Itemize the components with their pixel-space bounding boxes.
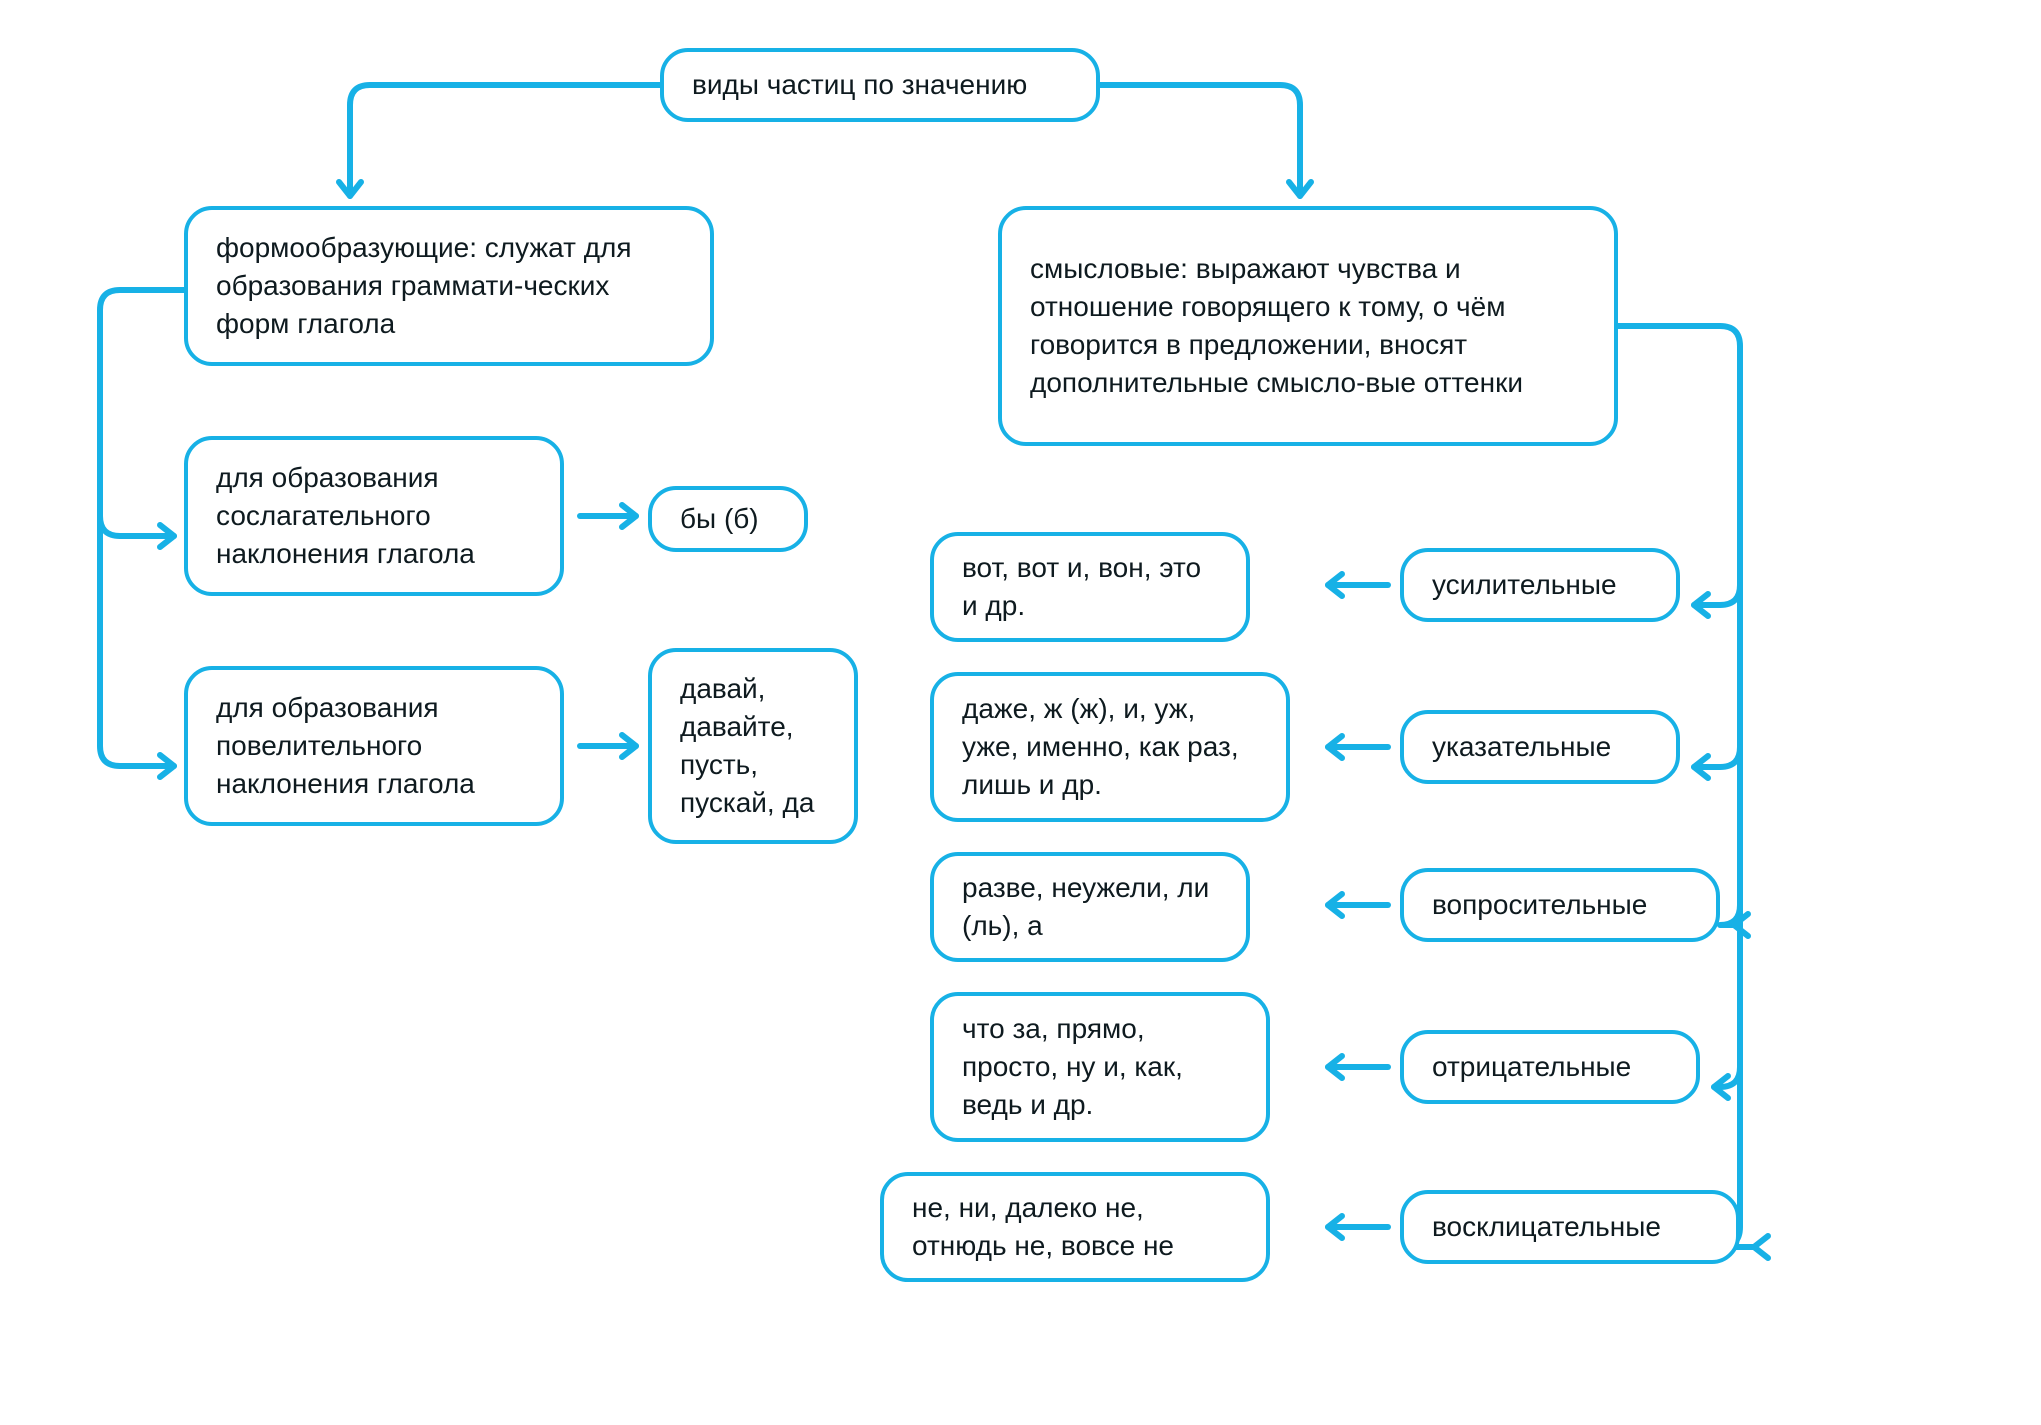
node-r2_ex: даже, ж (ж), и, уж, уже, именно, как раз… [930,672,1290,822]
node-left_a: для образования сослагательного наклонен… [184,436,564,596]
node-right_main: смысловые: выражают чувства и отношение … [998,206,1618,446]
node-r4_ex: что за, прямо, просто, ну и, как, ведь и… [930,992,1270,1142]
node-r3_ex: разве, неужели, ли (ль), а [930,852,1250,962]
node-r5_lab: восклицательные [1400,1190,1740,1264]
node-r1_ex: вот, вот и, вон, это и др. [930,532,1250,642]
node-left_main: формообразующие: служат для образования … [184,206,714,366]
node-r4_lab: отрицательные [1400,1030,1700,1104]
node-r5_ex: не, ни, далеко не, отнюдь не, вовсе не [880,1172,1270,1282]
node-root: виды частиц по значению [660,48,1100,122]
node-left_a_ex: бы (б) [648,486,808,552]
node-left_b_ex: давай, давайте, пусть, пускай, да [648,648,858,844]
particle-types-diagram: виды частиц по значению формообразующие: … [0,0,2041,1425]
node-r1_lab: усилительные [1400,548,1680,622]
node-r2_lab: указательные [1400,710,1680,784]
node-left_b: для образования повелительного наклонени… [184,666,564,826]
node-r3_lab: вопросительные [1400,868,1720,942]
